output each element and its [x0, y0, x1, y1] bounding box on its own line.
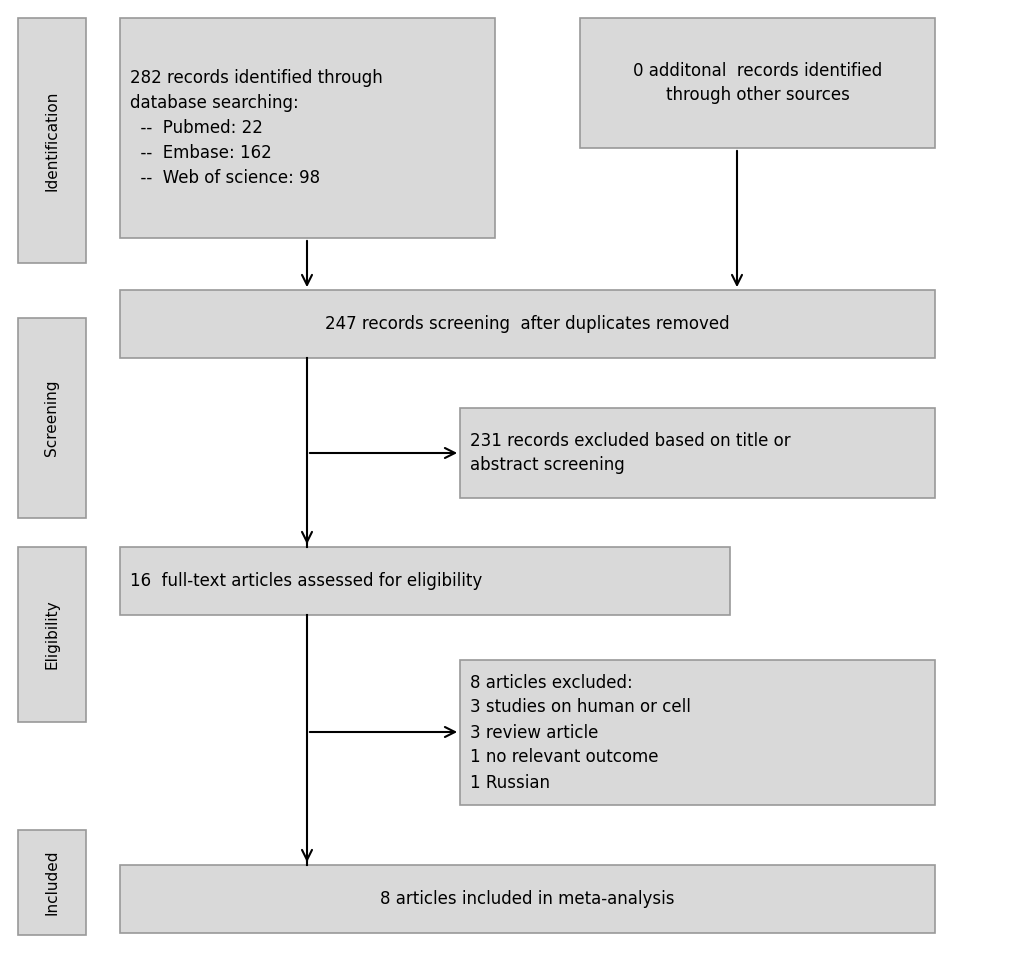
Bar: [18, 318, 86, 518]
Text: 282 records identified through
database searching:
  --  Pubmed: 22
  --  Embase: 282 records identified through database …: [129, 69, 382, 187]
Bar: [120, 547, 730, 615]
Text: 16  full-text articles assessed for eligibility: 16 full-text articles assessed for eligi…: [129, 572, 482, 590]
Bar: [120, 290, 934, 358]
Bar: [18, 547, 86, 722]
Text: Screening: Screening: [45, 380, 59, 456]
Bar: [460, 408, 934, 498]
Text: 231 records excluded based on title or
abstract screening: 231 records excluded based on title or a…: [470, 431, 790, 475]
Bar: [18, 830, 86, 935]
Bar: [120, 865, 934, 933]
Text: 247 records screening  after duplicates removed: 247 records screening after duplicates r…: [325, 315, 730, 333]
Bar: [580, 18, 934, 148]
Text: 0 additonal  records identified
through other sources: 0 additonal records identified through o…: [632, 61, 881, 105]
Bar: [460, 660, 934, 805]
Bar: [18, 18, 86, 263]
Bar: [120, 18, 494, 238]
Text: Eligibility: Eligibility: [45, 600, 59, 669]
Text: 8 articles excluded:
3 studies on human or cell
3 review article
1 no relevant o: 8 articles excluded: 3 studies on human …: [470, 674, 690, 791]
Text: Identification: Identification: [45, 90, 59, 190]
Text: 8 articles included in meta-analysis: 8 articles included in meta-analysis: [380, 890, 675, 908]
Text: Included: Included: [45, 850, 59, 916]
